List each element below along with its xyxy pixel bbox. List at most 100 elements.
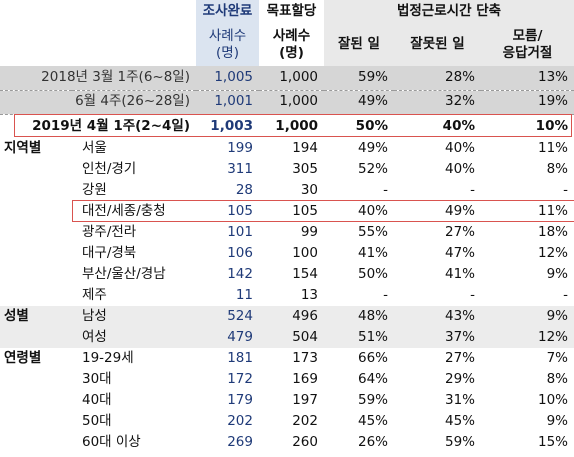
row-dk: 15% [537, 433, 568, 450]
row-label: 여성 [72, 327, 196, 348]
row-completed: 142 [227, 265, 253, 282]
header-target-line2: 사례수 [272, 28, 311, 45]
header-target-line3: (명) [279, 45, 304, 61]
row-completed: 11 [235, 286, 253, 303]
row-bad: 37% [394, 327, 481, 348]
row-bad: 43% [394, 306, 481, 327]
region-row: 부산/울산/경남 142 154 50% 41% 9% [0, 264, 574, 285]
row-dk: 12% [481, 327, 574, 348]
current-bad: 40% [442, 117, 475, 134]
age-row: 40대 179 197 59% 31% 10% [0, 390, 574, 411]
row-target: 100 [292, 244, 318, 261]
header-dk: 모름/ 응답거절 [481, 24, 574, 66]
row-label: 40대 [82, 391, 112, 408]
age-row: 30대 172 169 64% 29% 8% [0, 369, 574, 390]
row-dk: 8% [546, 370, 568, 387]
trend-good: 49% [324, 90, 394, 115]
row-good: 59% [357, 391, 388, 408]
current-row: 2019년 4월 1주(2~4일) 1,003 1,000 50% 40% 10… [0, 114, 574, 138]
row-good: 26% [357, 433, 388, 450]
row-target: 154 [292, 265, 318, 282]
trend-dk: 13% [481, 66, 574, 91]
row-target: 194 [292, 139, 318, 156]
trend-completed: 1,005 [196, 66, 259, 91]
header-dk-line2: 응답거절 [502, 45, 553, 61]
trend-target: 1,000 [259, 90, 324, 115]
row-good: 51% [324, 327, 394, 348]
row-target: 496 [259, 306, 324, 327]
row-good: - [383, 286, 388, 303]
row-bad: - [470, 181, 475, 198]
row-good: 64% [357, 370, 388, 387]
row-bad: 47% [444, 244, 475, 261]
row-dk: 9% [481, 306, 574, 327]
header-blank-label-2 [72, 24, 196, 66]
region-row: 광주/전라 101 99 55% 27% 18% [0, 222, 574, 243]
row-completed: 172 [227, 370, 253, 387]
trend-good: 59% [324, 66, 394, 91]
row-dk: 11% [537, 139, 568, 156]
row-completed: 179 [227, 391, 253, 408]
row-completed: 269 [227, 433, 253, 450]
row-dk: 12% [537, 244, 568, 261]
region-row: 대전/세종/충청 105 105 40% 49% 11% [0, 201, 574, 222]
row-completed: 105 [227, 202, 253, 219]
age-row: 60대 이상 269 260 26% 59% 15% [0, 432, 574, 453]
row-label: 남성 [72, 306, 196, 327]
header-completed-line2: 사례수 [208, 28, 247, 45]
row-target: 173 [292, 349, 318, 366]
row-target: 202 [292, 412, 318, 429]
row-target: 305 [292, 160, 318, 177]
row-label: 부산/울산/경남 [82, 265, 166, 282]
header-target-sub: 사례수 (명) [259, 24, 324, 66]
header-bad: 잘못된 일 [394, 24, 481, 66]
row-completed: 106 [227, 244, 253, 261]
row-bad: 45% [444, 412, 475, 429]
row-label: 50대 [82, 412, 112, 429]
trend-label: 2018년 3월 1주(6~8일) [0, 66, 196, 91]
row-bad: - [470, 286, 475, 303]
group-label-region: 지역별 [4, 139, 42, 156]
row-dk: 9% [546, 265, 568, 282]
header-good: 잘된 일 [324, 24, 394, 66]
header-completed-line1: 조사완료 [196, 0, 259, 24]
row-label: 강원 [82, 181, 107, 198]
age-row: 50대 202 202 45% 45% 9% [0, 411, 574, 432]
row-completed: 101 [227, 223, 253, 240]
current-good: 50% [355, 117, 388, 134]
row-dk: - [563, 181, 568, 198]
row-target: 13 [300, 286, 318, 303]
current-dk: 10% [535, 117, 568, 134]
row-target: 504 [259, 327, 324, 348]
trend-bad: 32% [394, 90, 481, 115]
row-label: 제주 [82, 286, 107, 303]
row-bad: 40% [444, 160, 475, 177]
row-dk: 10% [537, 391, 568, 408]
row-good: 66% [357, 349, 388, 366]
row-target: 197 [292, 391, 318, 408]
row-dk: 11% [537, 202, 568, 219]
row-dk: 18% [537, 223, 568, 240]
row-good: 55% [357, 223, 388, 240]
group-label-gender: 성별 [0, 306, 72, 327]
row-label: 19-29세 [82, 349, 134, 366]
row-bad: 27% [444, 349, 475, 366]
row-dk: 8% [546, 160, 568, 177]
row-bad: 31% [444, 391, 475, 408]
row-target: 99 [300, 223, 318, 240]
row-completed: 202 [227, 412, 253, 429]
row-good: - [383, 181, 388, 198]
row-label: 인천/경기 [82, 160, 137, 177]
trend-completed: 1,001 [196, 90, 259, 115]
trend-row: 2018년 3월 1주(6~8일) 1,005 1,000 59% 28% 13… [0, 66, 574, 91]
header-completed-line3: (명) [216, 45, 239, 61]
row-target: 169 [292, 370, 318, 387]
row-completed: 28 [235, 181, 253, 198]
row-completed: 181 [227, 349, 253, 366]
row-label: 대전/세종/충청 [82, 202, 166, 219]
header-blank-group-2 [0, 24, 72, 66]
region-row: 대구/경북 106 100 41% 47% 12% [0, 243, 574, 264]
row-bad: 29% [444, 370, 475, 387]
row-bad: 27% [444, 223, 475, 240]
